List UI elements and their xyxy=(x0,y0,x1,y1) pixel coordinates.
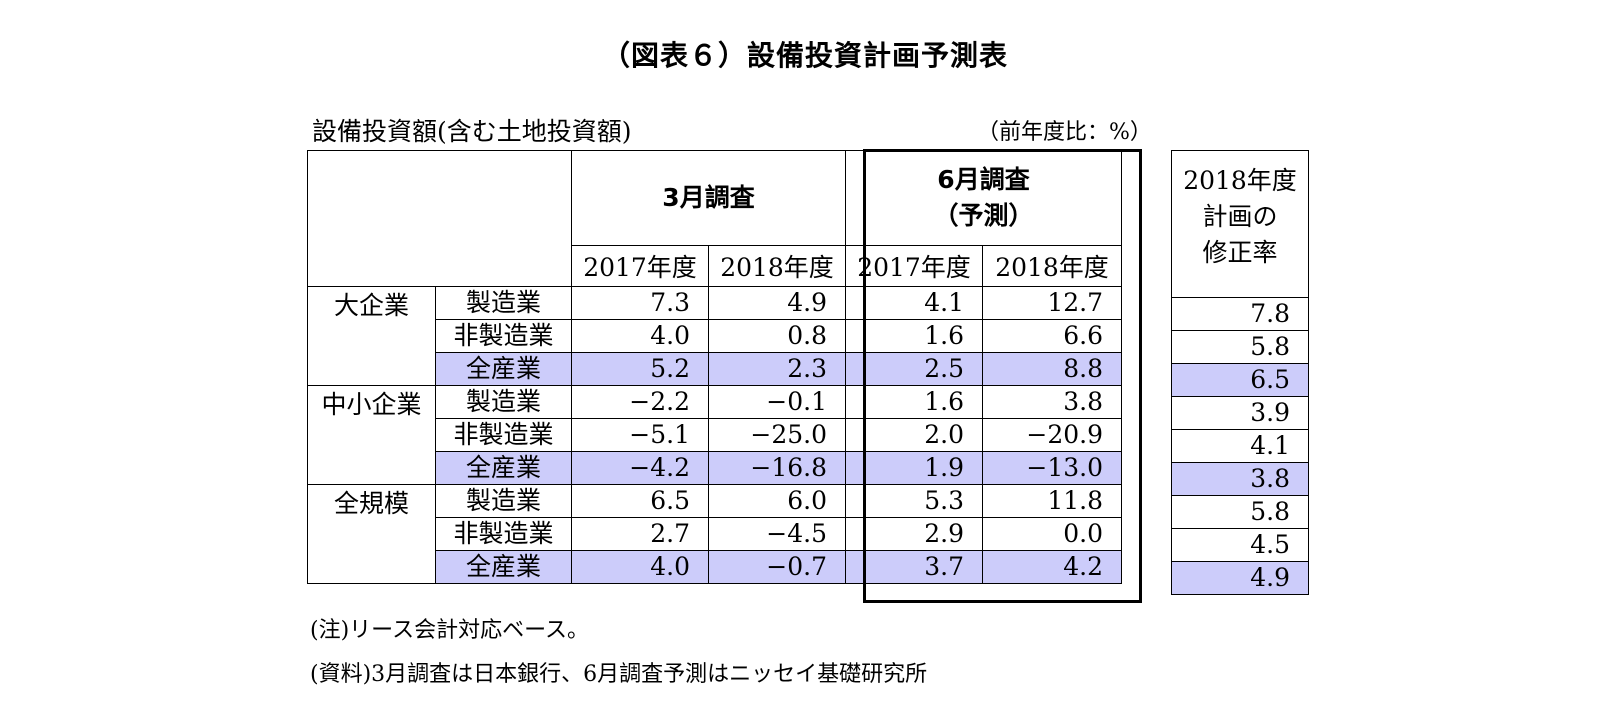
value-cell: 2.9 xyxy=(845,517,983,551)
header-june-line1: 6月調査 xyxy=(937,165,1030,194)
value-cell: 12.7 xyxy=(982,286,1122,320)
header-year: 2018年度 xyxy=(982,245,1122,287)
value-cell: 3.8 xyxy=(982,385,1122,419)
value-cell: −13.0 xyxy=(982,451,1122,485)
value-cell: 11.8 xyxy=(982,484,1122,518)
sector-label: 非製造業 xyxy=(435,319,572,353)
value-cell: 1.6 xyxy=(845,319,983,353)
sector-label: 全産業 xyxy=(435,352,572,386)
footnote-note: (注)リース会計対応ベース。 xyxy=(310,618,589,643)
value-cell: −16.8 xyxy=(708,451,846,485)
sector-label: 非製造業 xyxy=(435,418,572,452)
table-row-total: 全産業 4.0 −0.7 3.7 4.2 xyxy=(308,550,1122,584)
value-cell: 6.6 xyxy=(982,319,1122,353)
revision-cell: 4.9 xyxy=(1171,561,1309,595)
header-year: 2017年度 xyxy=(845,245,983,287)
revision-rate-table: 2018年度 計画の 修正率 7.8 5.8 6.5 3.9 4.1 3.8 5… xyxy=(1171,150,1309,595)
revision-cell: 3.8 xyxy=(1171,462,1309,496)
header-revision-line1: 2018年度 xyxy=(1183,166,1297,195)
value-cell: −4.2 xyxy=(571,451,709,485)
table-row: 中小企業 製造業 −2.2 −0.1 1.6 3.8 xyxy=(307,385,1122,485)
group-label: 中小企業 xyxy=(307,385,436,485)
value-cell: 0.8 xyxy=(708,319,846,353)
header-june-survey: 6月調査 （予測） xyxy=(845,150,1122,246)
sector-label: 製造業 xyxy=(435,286,572,320)
value-cell: 4.9 xyxy=(708,286,846,320)
value-cell: 1.9 xyxy=(845,451,983,485)
value-cell: 2.0 xyxy=(845,418,983,452)
value-cell: 5.2 xyxy=(571,352,709,386)
value-cell: 7.3 xyxy=(571,286,709,320)
value-cell: −25.0 xyxy=(708,418,846,452)
header-revision-line2: 計画の xyxy=(1202,202,1278,231)
revision-cell: 4.5 xyxy=(1171,528,1309,562)
table-title: （図表６）設備投資計画予測表 xyxy=(601,39,1008,72)
sector-label: 全産業 xyxy=(435,550,572,584)
value-cell: −20.9 xyxy=(982,418,1122,452)
header-year: 2018年度 xyxy=(708,245,846,287)
table-row: 大企業 製造業 7.3 4.9 4.1 12.7 xyxy=(307,286,1122,386)
value-cell: 4.0 xyxy=(571,319,709,353)
sector-label: 全産業 xyxy=(435,451,572,485)
group-label: 大企業 xyxy=(307,286,436,386)
value-cell: −5.1 xyxy=(571,418,709,452)
value-cell: 1.6 xyxy=(845,385,983,419)
revision-cell: 7.8 xyxy=(1171,297,1309,331)
value-cell: 6.5 xyxy=(571,484,709,518)
header-june-line2: （予測） xyxy=(933,201,1034,230)
revision-cell: 5.8 xyxy=(1171,330,1309,364)
table-row: 非製造業 −5.1 −25.0 2.0 −20.9 xyxy=(308,418,1122,452)
header-revision-line3: 修正率 xyxy=(1202,238,1278,267)
header-march-survey: 3月調査 xyxy=(571,150,846,246)
value-cell: 2.3 xyxy=(708,352,846,386)
sector-label: 非製造業 xyxy=(435,517,572,551)
value-cell: 5.3 xyxy=(845,484,983,518)
value-cell: −2.2 xyxy=(571,385,709,419)
capex-forecast-table: 3月調査 6月調査 （予測） 2017年度 2018年度 2017年度 2018… xyxy=(307,150,1122,584)
value-cell: 4.2 xyxy=(982,550,1122,584)
table-caption: 設備投資額(含む土地投資額) xyxy=(312,117,632,146)
group-label: 全規模 xyxy=(307,484,436,584)
table-row: 全規模 製造業 6.5 6.0 5.3 11.8 xyxy=(307,484,1122,584)
header-revision: 2018年度 計画の 修正率 xyxy=(1171,150,1309,298)
value-cell: −0.7 xyxy=(708,550,846,584)
revision-cell: 3.9 xyxy=(1171,396,1309,430)
revision-cell: 6.5 xyxy=(1171,363,1309,397)
value-cell: 2.7 xyxy=(571,517,709,551)
revision-cell: 5.8 xyxy=(1171,495,1309,529)
corner-cell xyxy=(307,150,572,287)
unit-label: （前年度比：%） xyxy=(977,120,1152,145)
table-row-total: 全産業 −4.2 −16.8 1.9 −13.0 xyxy=(308,451,1122,485)
value-cell: 0.0 xyxy=(982,517,1122,551)
footnote-source: (資料)3月調査は日本銀行、6月調査予測はニッセイ基礎研究所 xyxy=(310,662,928,687)
revision-cell: 4.1 xyxy=(1171,429,1309,463)
value-cell: 3.7 xyxy=(845,550,983,584)
value-cell: −4.5 xyxy=(708,517,846,551)
value-cell: 4.0 xyxy=(571,550,709,584)
sector-label: 製造業 xyxy=(435,484,572,518)
header-year: 2017年度 xyxy=(571,245,709,287)
value-cell: −0.1 xyxy=(708,385,846,419)
value-cell: 6.0 xyxy=(708,484,846,518)
sector-label: 製造業 xyxy=(435,385,572,419)
table-row-total: 全産業 5.2 2.3 2.5 8.8 xyxy=(308,352,1122,386)
value-cell: 8.8 xyxy=(982,352,1122,386)
value-cell: 2.5 xyxy=(845,352,983,386)
value-cell: 4.1 xyxy=(845,286,983,320)
